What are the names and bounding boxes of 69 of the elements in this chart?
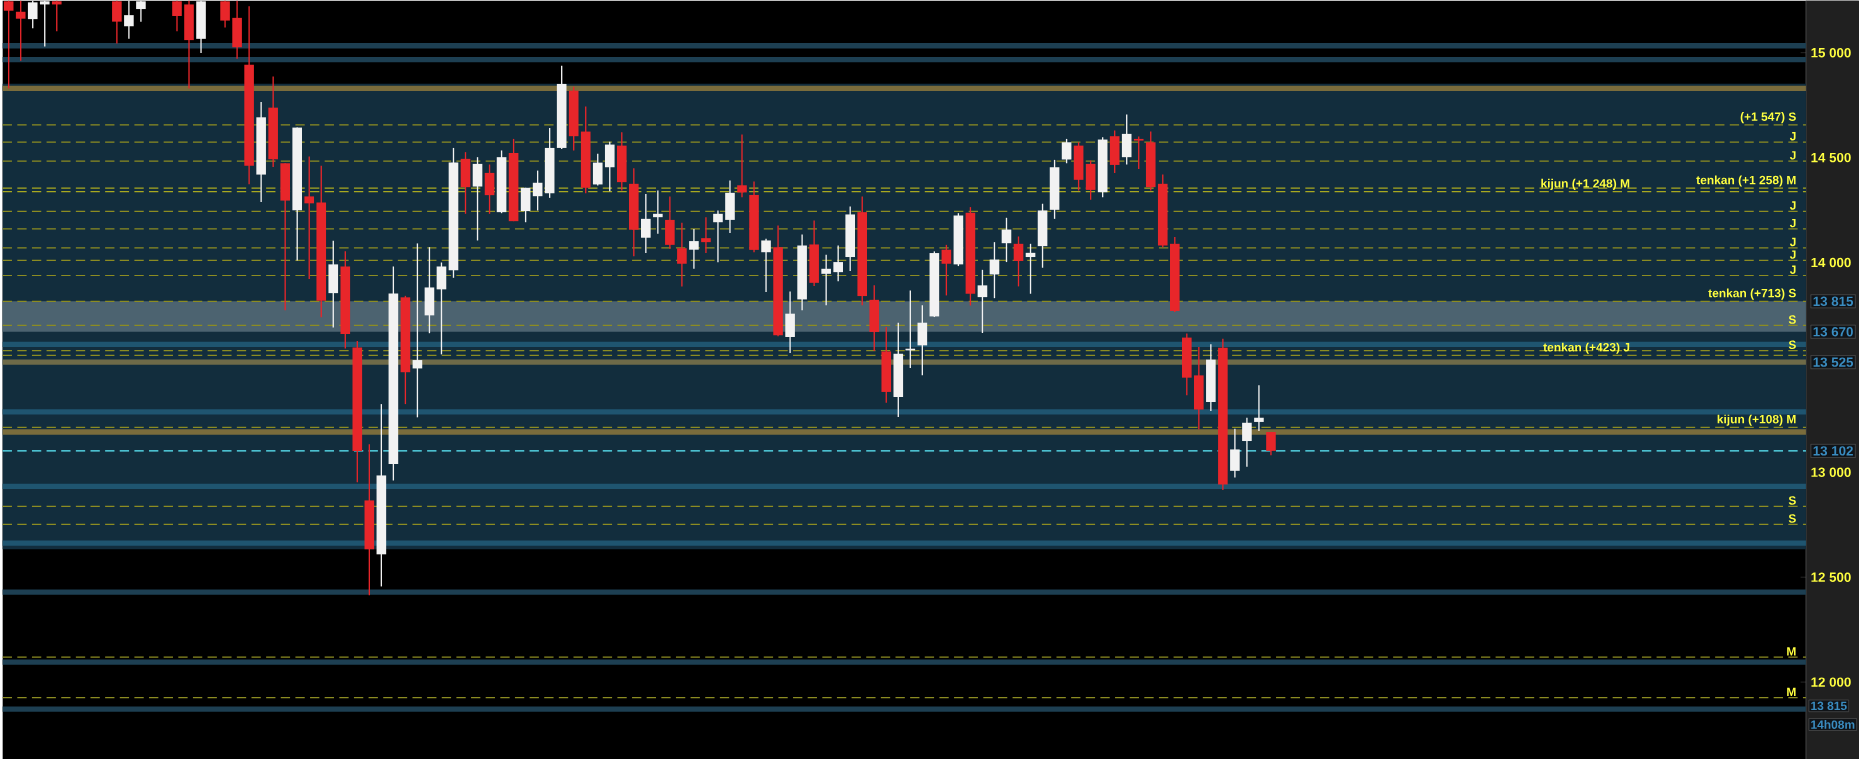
candlestick bbox=[785, 290, 795, 354]
ref-line-label: tenkan (+423) J bbox=[1543, 342, 1630, 354]
candlestick bbox=[3, 0, 14, 90]
ref-line-label: J bbox=[1789, 201, 1796, 210]
candlestick bbox=[977, 268, 988, 334]
ref-line-label: J bbox=[1789, 151, 1796, 160]
ref-line-label: S bbox=[1788, 514, 1796, 523]
ref-line-label: M bbox=[1787, 687, 1796, 696]
y-tick-label: 13 525 bbox=[1813, 357, 1854, 367]
ref-line-label: J bbox=[1789, 237, 1796, 247]
candlestick bbox=[124, 0, 134, 40]
candlestick bbox=[761, 237, 771, 293]
ref-line-label: (+1 547) S bbox=[1740, 111, 1796, 124]
candlestick bbox=[520, 186, 531, 223]
y-tick-label: 12 000 bbox=[1811, 677, 1851, 687]
candlestick bbox=[532, 169, 543, 211]
ref-line-label: J bbox=[1789, 218, 1796, 228]
candlestick bbox=[15, 0, 26, 62]
y-tick-label: 13 670 bbox=[1813, 326, 1853, 337]
ref-line-label: M bbox=[1787, 647, 1796, 656]
ref-line-label: tenkan (+1 258) M bbox=[1696, 175, 1796, 187]
candlestick bbox=[39, 0, 50, 48]
ref-line-label: kijun (+108) M bbox=[1717, 414, 1796, 426]
ref-line-label: J bbox=[1789, 265, 1796, 274]
y-tick-label: 14 000 bbox=[1811, 257, 1851, 268]
candlestick bbox=[641, 193, 651, 254]
candlestick bbox=[436, 261, 447, 355]
candlestick bbox=[701, 216, 711, 254]
candlestick bbox=[304, 155, 315, 280]
candlestick bbox=[689, 228, 699, 270]
candlestick bbox=[1025, 242, 1036, 295]
y-tick-label: 13 000 bbox=[1811, 467, 1851, 477]
candlestick bbox=[472, 156, 483, 241]
candlestick bbox=[917, 304, 928, 376]
text: 14h08m bbox=[1811, 719, 1855, 729]
candlestick bbox=[821, 253, 831, 306]
candlestick bbox=[737, 133, 747, 198]
y-tick-label: 13 815 bbox=[1813, 296, 1854, 306]
y-tick-label: 14 500 bbox=[1811, 152, 1851, 163]
candlestick bbox=[1121, 113, 1132, 166]
candlestick bbox=[1133, 135, 1144, 170]
candlestick bbox=[220, 0, 230, 29]
candlestick bbox=[1061, 138, 1072, 164]
ref-line-label: tenkan (+713) S bbox=[1708, 288, 1796, 300]
ref-line-label: S bbox=[1788, 315, 1796, 324]
candlestick bbox=[713, 209, 723, 263]
candlestick bbox=[484, 163, 495, 215]
ref-line-label: kijun (+1 248) M bbox=[1541, 178, 1630, 190]
candlestick bbox=[604, 140, 615, 192]
candlestick bbox=[172, 0, 182, 32]
candlestick bbox=[1230, 427, 1240, 479]
candlestick bbox=[1242, 416, 1252, 468]
candlestick bbox=[1013, 235, 1024, 287]
ref-line-label: S bbox=[1788, 340, 1796, 349]
ref-line-label: S bbox=[1788, 496, 1796, 505]
candlestick bbox=[833, 244, 843, 282]
y-tick-label: 15 000 bbox=[1811, 47, 1851, 58]
ref-line-label: J bbox=[1789, 250, 1796, 259]
candlestick bbox=[592, 152, 603, 186]
candlestick bbox=[941, 244, 952, 296]
candlestick bbox=[51, 0, 62, 32]
candlestick bbox=[677, 222, 687, 287]
candlestick bbox=[27, 0, 38, 29]
y-tick-label: 13 102 bbox=[1813, 446, 1853, 456]
candlestick bbox=[1254, 384, 1264, 432]
candlestick bbox=[653, 189, 663, 235]
candlestick bbox=[112, 0, 122, 44]
y-tick-label: 12 500 bbox=[1811, 572, 1851, 582]
ref-line-label: J bbox=[1789, 131, 1796, 141]
